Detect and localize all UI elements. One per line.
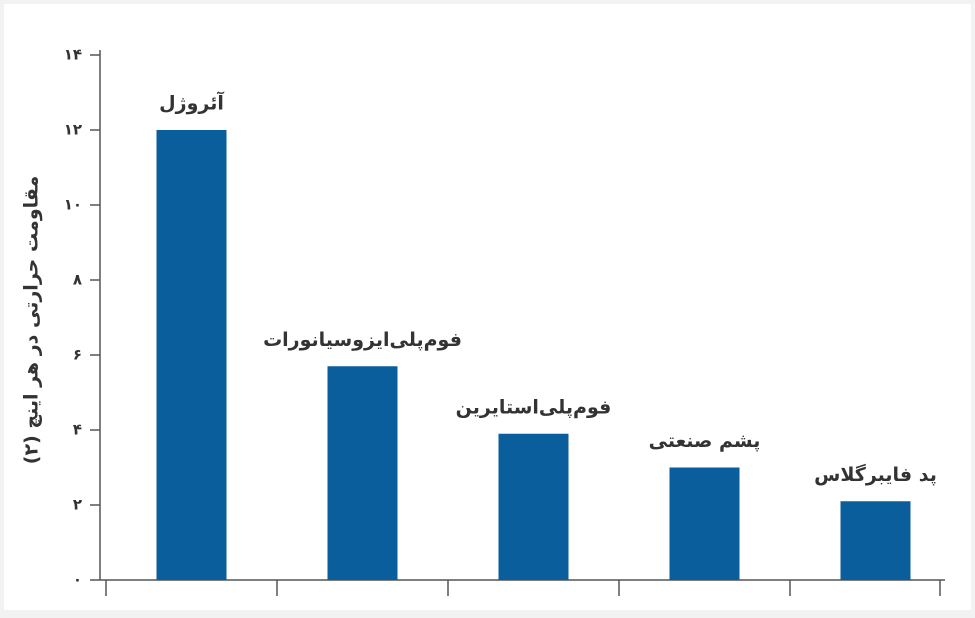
y-tick-label: ۴: [73, 421, 82, 439]
category-label: فوم‌پلی‌ایزوسیانورات: [263, 329, 462, 351]
y-tick-label: ۰: [73, 571, 82, 589]
bar: [669, 467, 740, 580]
bar: [840, 501, 911, 580]
category-label: آئروژل: [159, 91, 224, 115]
y-tick-label: ۱۲: [64, 121, 82, 139]
bar: [327, 366, 398, 580]
y-tick-label: ۲: [73, 496, 82, 514]
category-label: پد فایبرگلاس: [814, 463, 937, 486]
y-tick-label: ۶: [73, 346, 82, 364]
category-label: پشم صنعتی: [649, 430, 761, 452]
plot-background: [4, 4, 971, 610]
y-tick-label: ۱۴: [64, 46, 82, 64]
bar: [156, 130, 227, 580]
y-axis-label: مقاومت حرارتی در هر اینچ (۲): [21, 176, 43, 464]
y-tick-label: ۸: [73, 271, 82, 289]
y-tick-label: ۱۰: [64, 196, 82, 214]
bar: [498, 433, 569, 580]
category-label: فوم‌پلی‌استایرین: [456, 396, 612, 418]
